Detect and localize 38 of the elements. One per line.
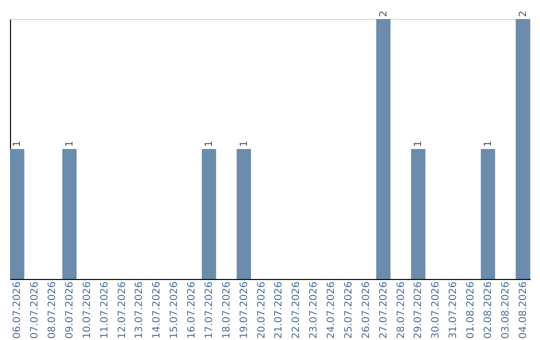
x-tick-label: 02.08.2026 bbox=[482, 282, 494, 339]
x-tick-label: 31.07.2026 bbox=[448, 282, 460, 339]
x-tick-label: 19.07.2026 bbox=[238, 282, 250, 339]
x-tick-label: 27.07.2026 bbox=[378, 282, 390, 339]
x-tick-label: 13.07.2026 bbox=[134, 282, 146, 339]
x-tick-label: 12.07.2026 bbox=[116, 282, 128, 339]
data-label: 1 bbox=[12, 140, 24, 147]
data-label: 1 bbox=[482, 140, 494, 147]
x-tick-label: 24.07.2026 bbox=[326, 282, 338, 339]
x-tick-label: 01.08.2026 bbox=[466, 282, 477, 339]
x-tick-label: 30.07.2026 bbox=[430, 282, 442, 339]
x-tick-label: 06.07.2026 bbox=[12, 282, 24, 339]
x-tick-label: 08.07.2026 bbox=[47, 282, 58, 339]
x-tick-label: 04.08.2026 bbox=[518, 282, 529, 339]
data-label: 2 bbox=[518, 10, 529, 17]
data-label: 2 bbox=[378, 10, 390, 17]
data-label: 1 bbox=[64, 140, 76, 147]
x-tick-label: 29.07.2026 bbox=[413, 282, 424, 339]
x-tick-label: 17.07.2026 bbox=[204, 282, 215, 339]
x-tick-label: 18.07.2026 bbox=[221, 282, 232, 339]
data-label: 1 bbox=[238, 140, 250, 147]
x-tick-label: 15.07.2026 bbox=[169, 282, 180, 339]
data-label: 1 bbox=[413, 140, 424, 147]
x-tick-label: 14.07.2026 bbox=[152, 282, 163, 339]
x-tick-label: 26.07.2026 bbox=[360, 282, 372, 339]
x-tick-label: 07.07.2026 bbox=[30, 282, 41, 339]
x-tick-label: 20.07.2026 bbox=[256, 282, 268, 339]
x-tick-label: 28.07.2026 bbox=[396, 282, 407, 339]
x-tick-label: 03.08.2026 bbox=[500, 282, 512, 339]
x-tick-label: 22.07.2026 bbox=[291, 282, 302, 339]
x-tick-label: 25.07.2026 bbox=[343, 282, 354, 339]
x-tick-label: 23.07.2026 bbox=[308, 282, 320, 339]
x-tick-label: 21.07.2026 bbox=[274, 282, 285, 339]
x-tick-label: 16.07.2026 bbox=[186, 282, 198, 339]
data-label: 1 bbox=[204, 140, 215, 147]
x-tick-label: 10.07.2026 bbox=[82, 282, 93, 339]
x-tick-label: 11.07.2026 bbox=[99, 282, 110, 339]
x-tick-label: 09.07.2026 bbox=[64, 282, 76, 339]
